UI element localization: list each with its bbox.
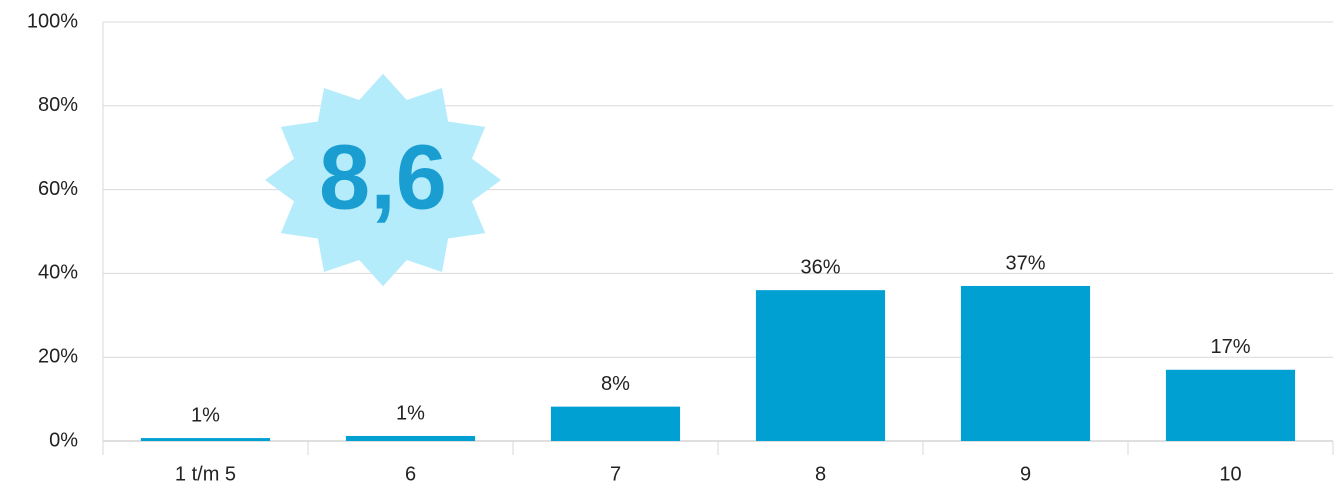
y-tick-label: 40% (38, 262, 78, 284)
y-tick-label: 0% (49, 429, 78, 451)
x-tick-label: 6 (405, 463, 416, 485)
x-tick-label: 9 (1020, 463, 1031, 485)
x-tick-label: 8 (815, 463, 826, 485)
badge-text: 8,6 (319, 126, 447, 228)
value-label: 1% (396, 402, 425, 424)
x-tick-label: 7 (610, 463, 621, 485)
y-tick-label: 60% (38, 178, 78, 200)
value-label: 8% (601, 373, 630, 395)
y-tick-label: 100% (27, 10, 78, 32)
bar (960, 285, 1091, 441)
bar (140, 438, 271, 441)
value-label: 17% (1210, 336, 1250, 358)
value-label: 1% (191, 404, 220, 426)
badge (265, 73, 501, 287)
bar (755, 290, 886, 441)
bar (550, 406, 681, 441)
x-tick-label: 1 t/m 5 (175, 463, 236, 485)
value-label: 36% (800, 256, 840, 278)
y-tick-label: 20% (38, 345, 78, 367)
bar (1165, 369, 1296, 441)
y-tick-label: 80% (38, 94, 78, 116)
bar (345, 435, 476, 441)
value-label: 37% (1005, 252, 1045, 274)
x-tick-label: 10 (1219, 463, 1241, 485)
